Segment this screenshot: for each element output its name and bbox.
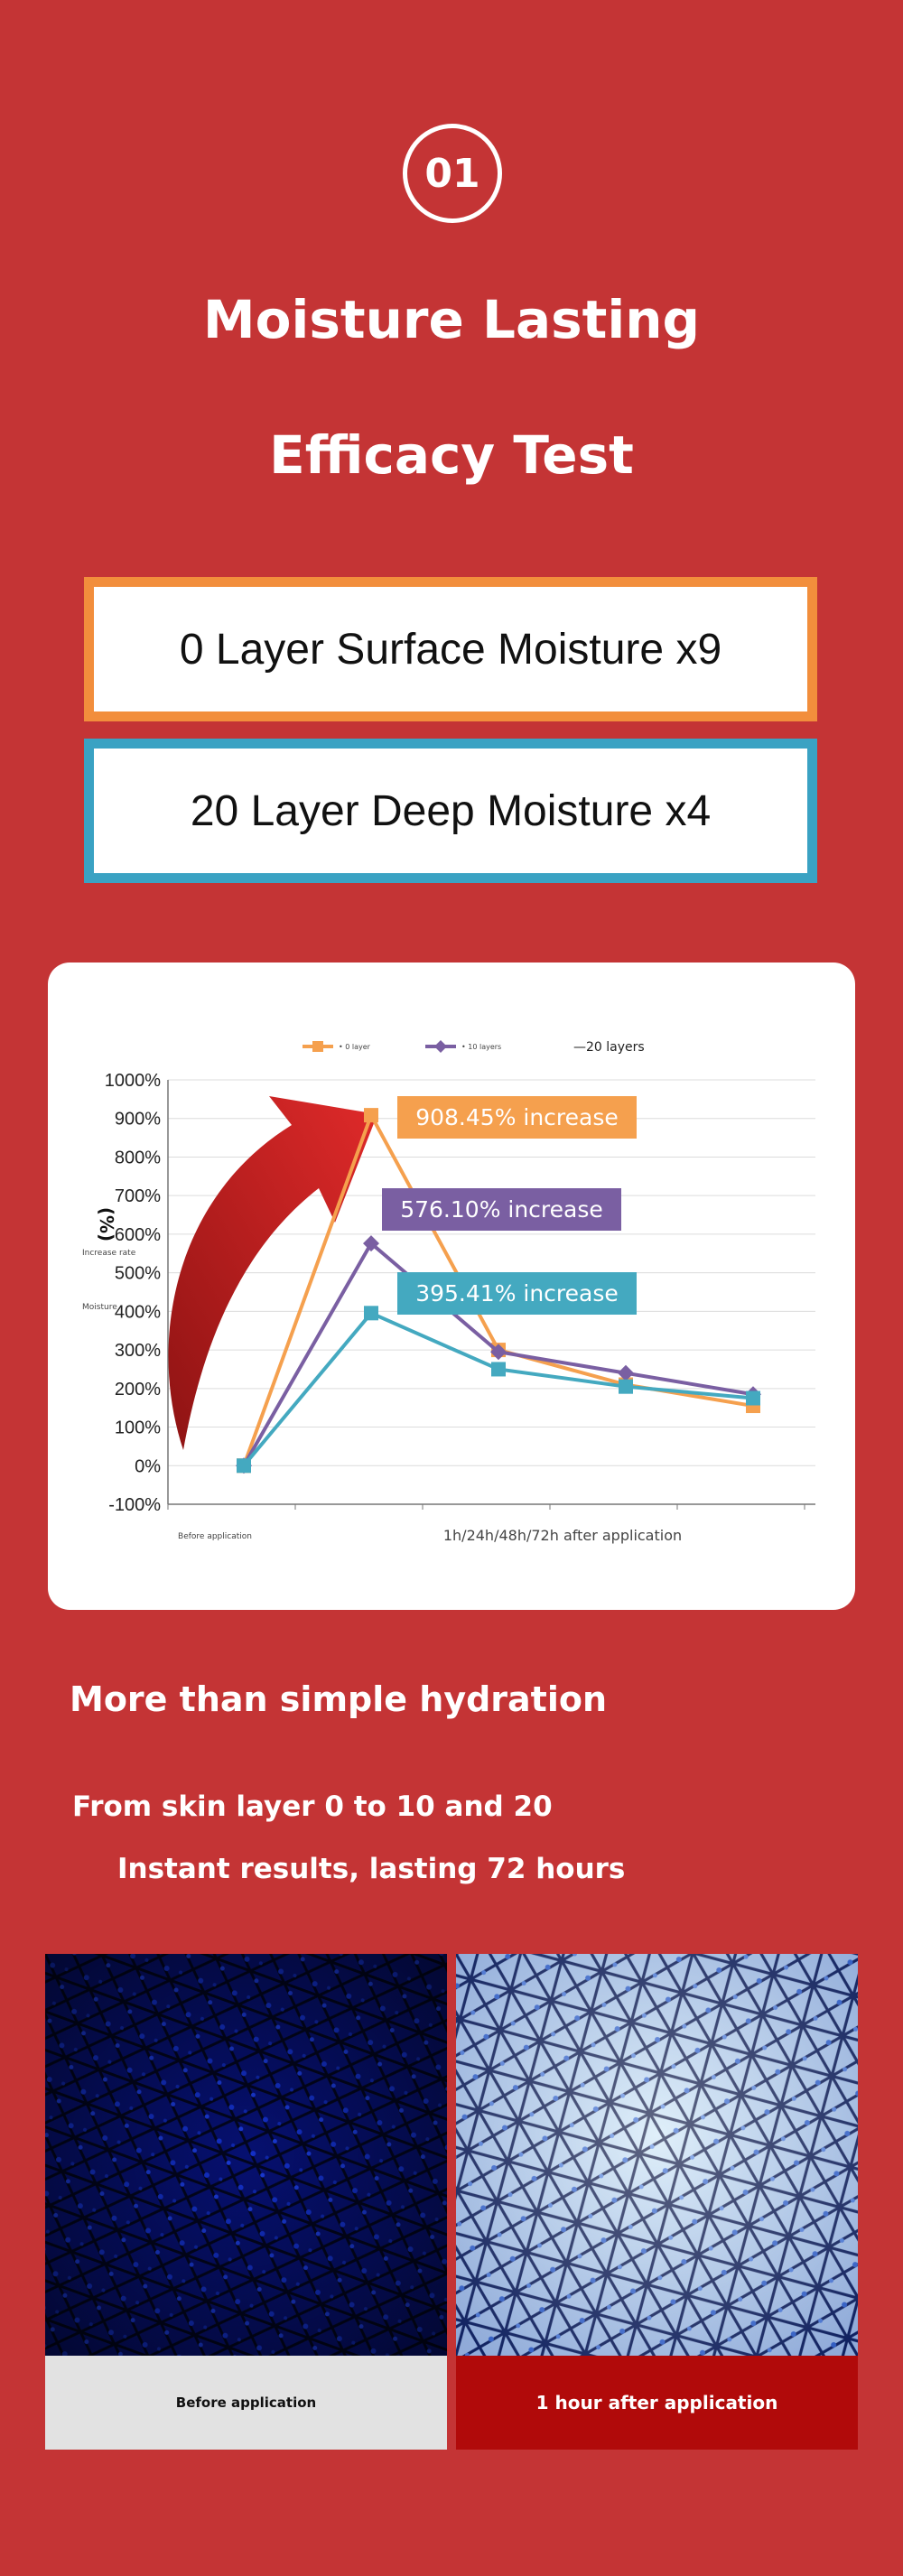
deep-moisture-highlight: 20 Layer Deep Moisture x4 — [84, 739, 817, 883]
data-point-marker — [490, 1344, 507, 1361]
y-tick-label: 200% — [115, 1380, 161, 1400]
y-tick-label: 400% — [115, 1302, 161, 1322]
x-axis-label: 1h/24h/48h/72h after application — [443, 1527, 682, 1544]
before-skin-image — [45, 1954, 447, 2356]
data-point-marker — [237, 1458, 251, 1474]
data-point-marker — [618, 1364, 634, 1381]
legend-marker — [312, 1041, 323, 1052]
data-point-marker — [491, 1362, 506, 1377]
annotation-label: 395.41% increase — [415, 1280, 619, 1307]
data-point-marker — [619, 1379, 633, 1394]
data-point-marker — [363, 1235, 379, 1252]
legend-label: • 0 layer — [339, 1043, 371, 1051]
annotation-box — [382, 1188, 621, 1231]
moisture-chart-card: 1000% 900% 800% 700% 600% 500% 400% 300% 200% 100… — [48, 963, 855, 1610]
annotation-box — [397, 1272, 637, 1315]
y-tick-label: 900% — [115, 1110, 161, 1130]
increase-arrow-icon — [168, 1096, 377, 1450]
before-caption: Before application — [45, 2356, 447, 2450]
page-title-line-2: Efficacy Test — [269, 424, 634, 486]
x-axis-left-label: Before application — [178, 1532, 252, 1541]
page-title-line-1: Moisture Lasting — [202, 289, 701, 350]
y-tick-label: 100% — [115, 1418, 161, 1438]
after-skin-image — [456, 1954, 858, 2356]
annotation-label: 908.45% increase — [415, 1104, 619, 1130]
y-tick-label: 800% — [115, 1148, 161, 1167]
annotation-label: 576.10% increase — [400, 1196, 603, 1223]
data-point-marker — [364, 1306, 378, 1321]
series-line — [242, 1310, 754, 1467]
y-tick-label: 700% — [115, 1186, 161, 1206]
data-point-marker — [364, 1108, 378, 1123]
data-point-marker — [746, 1390, 760, 1406]
legend-label: —20 layers — [573, 1040, 645, 1055]
legend-label: • 10 layers — [461, 1043, 501, 1051]
section-heading: More than simple hydration — [70, 1679, 608, 1719]
y-axis-label: (%) — [96, 1207, 117, 1242]
before-skin-texture — [45, 1954, 447, 2356]
surface-moisture-highlight: 0 Layer Surface Moisture x9 — [84, 577, 817, 721]
moisture-line-chart: 1000% 900% 800% 700% 600% 500% 400% 300% 200% 100… — [82, 1040, 815, 1544]
y-tick-label: 300% — [115, 1341, 161, 1361]
after-skin-texture — [456, 1954, 858, 2356]
after-caption: 1 hour after application — [456, 2356, 858, 2450]
y-tick-label: 500% — [115, 1264, 161, 1284]
section-line-1: From skin layer 0 to 10 and 20 — [72, 1790, 553, 1823]
annotation-box — [397, 1096, 637, 1139]
y-tick-label: -100% — [108, 1495, 161, 1515]
y-tick-label: 0% — [135, 1456, 161, 1476]
section-line-2: Instant results, lasting 72 hours — [117, 1853, 626, 1885]
legend-marker — [434, 1040, 447, 1053]
y-axis-sublabel: Moisture — [82, 1303, 117, 1312]
y-tick-label: 600% — [115, 1225, 161, 1245]
y-axis-sublabel: Increase rate — [82, 1249, 136, 1258]
step-number-badge: 01 — [403, 124, 502, 223]
y-tick-label: 1000% — [105, 1071, 161, 1091]
